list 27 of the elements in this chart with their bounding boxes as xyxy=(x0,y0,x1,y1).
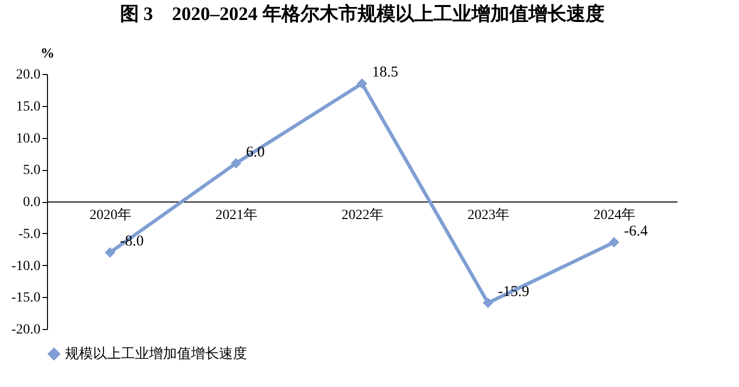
point xyxy=(104,247,116,258)
y-tick-label: 15.0 xyxy=(16,99,40,114)
y-tick-label: 5.0 xyxy=(23,163,40,178)
point xyxy=(230,158,242,168)
data-label: 18.5 xyxy=(372,64,398,81)
data-label: -8.0 xyxy=(120,234,144,250)
legend-label: 规模以上工业增加值增长速度 xyxy=(65,346,247,362)
x-tick-label: 2024年 xyxy=(594,207,636,223)
chart-title: 图 3 2020–2024 年格尔木市规模以上工业增加值增长速度 xyxy=(120,3,604,25)
y-tick-label: -15.0 xyxy=(11,290,40,306)
x-tick-label: 2023年 xyxy=(468,207,510,223)
point xyxy=(482,298,494,308)
data-label: -15.9 xyxy=(498,284,530,300)
y-tick-label: -5.0 xyxy=(18,226,40,242)
y-tick-label: 20.0 xyxy=(16,68,40,82)
x-tick-label: 2020年 xyxy=(90,207,132,223)
y-tick-label: 10.0 xyxy=(16,131,40,146)
x-tick-label: 2022年 xyxy=(342,207,384,223)
data-label: 6.0 xyxy=(246,144,265,160)
x-tick-label: 2021年 xyxy=(216,207,258,223)
y-tick-label: -10.0 xyxy=(11,258,40,274)
y-tick-label: -20.0 xyxy=(11,322,40,338)
y-axis-title: % xyxy=(40,46,54,62)
y-tick-label: 0.0 xyxy=(23,195,40,210)
data-label: -6.4 xyxy=(624,223,648,240)
point xyxy=(356,78,368,89)
point xyxy=(608,237,620,248)
